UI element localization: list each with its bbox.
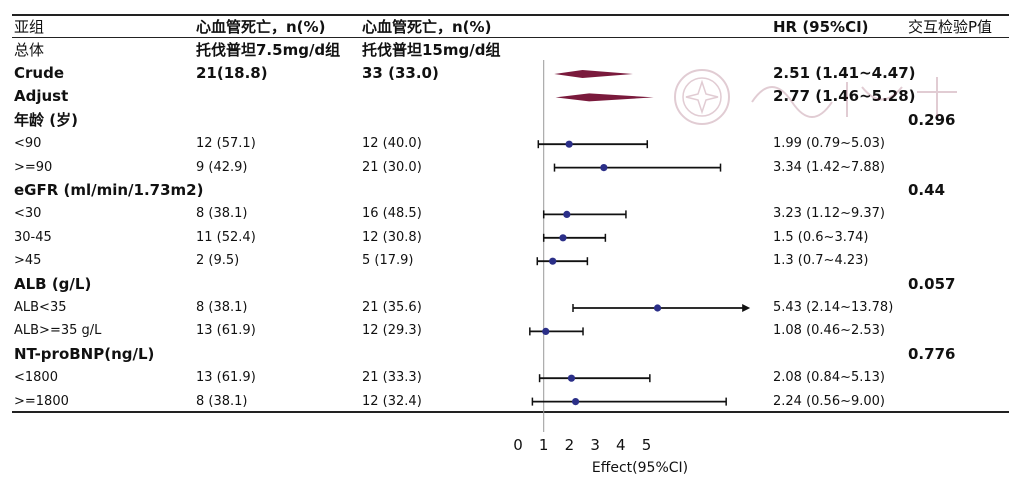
overall-arm2: 托伐普坦15mg/d组: [362, 41, 501, 59]
seal-watermark: [674, 69, 957, 125]
row-arm2-value: 21 (33.3): [362, 370, 422, 386]
row-label: Adjust: [14, 87, 69, 106]
point-estimate: [571, 398, 580, 406]
x-tick-label: 0: [513, 436, 523, 454]
row-arm1-value: 21(18.8): [196, 64, 268, 82]
row-arm2-value: 12 (30.8): [362, 229, 422, 245]
point-estimate: [549, 257, 557, 265]
point-estimate: [567, 374, 576, 382]
row-label: <1800: [14, 370, 58, 386]
point-estimate: [565, 140, 573, 148]
row-hr-text: 1.5 (0.6~3.74): [773, 229, 869, 245]
row-arm1-value: 13 (61.9): [196, 323, 256, 339]
row-arm2-value: 33 (33.0): [362, 64, 439, 82]
row-label: >=1800: [14, 393, 69, 409]
row-label: ALB>=35 g/L: [14, 323, 102, 339]
row-label: >45: [14, 253, 42, 269]
x-tick-label: 4: [616, 436, 626, 454]
ci-arrow: [742, 304, 751, 312]
row-label: <30: [14, 206, 42, 222]
row-arm2-value: 12 (40.0): [362, 136, 422, 152]
row-hr-text: 1.08 (0.46~2.53): [773, 323, 886, 339]
row-arm1-value: 13 (61.9): [196, 370, 256, 386]
row-hr-text: 2.08 (0.84~5.13): [773, 370, 886, 386]
row-arm2-value: 21 (30.0): [362, 159, 422, 175]
point-estimate: [542, 327, 550, 335]
row-hr-text: 2.24 (0.56~9.00): [773, 393, 886, 409]
row-hr-text: 1.3 (0.7~4.23): [773, 253, 869, 269]
header-p-value: 交互检验P值: [908, 18, 993, 36]
row-arm1-value: 2 (9.5): [196, 253, 240, 269]
point-estimate: [559, 234, 567, 242]
x-tick-label: 5: [642, 436, 652, 454]
row-arm1-value: 9 (42.9): [196, 159, 248, 175]
header-rule: [12, 37, 1009, 38]
row-hr-text: 2.51 (1.41~4.47): [773, 64, 916, 82]
row-label: eGFR (ml/min/1.73m2): [14, 181, 204, 199]
point-estimate: [653, 304, 662, 312]
row-p-value: 0.057: [908, 274, 956, 293]
x-axis-label: Effect(95%CI): [592, 460, 688, 476]
x-tick-label: 3: [590, 436, 600, 454]
point-estimate: [600, 164, 608, 172]
header-arm1-deaths: 心血管死亡，n(%): [196, 18, 326, 36]
top-rule: [12, 14, 1009, 16]
row-p-value: 0.776: [908, 344, 956, 363]
x-tick-label: 1: [539, 436, 549, 454]
estimate-diamond: [554, 70, 633, 78]
overall-arm1: 托伐普坦7.5mg/d组: [196, 41, 341, 59]
row-hr-text: 5.43 (2.14~13.78): [773, 300, 894, 315]
bottom-rule: [12, 411, 1009, 413]
row-label: <90: [14, 136, 42, 152]
row-label: Crude: [14, 64, 64, 82]
row-arm1-value: 8 (38.1): [196, 300, 248, 315]
row-hr-text: 1.99 (0.79~5.03): [773, 136, 886, 152]
header-hr: HR (95%CI): [773, 18, 869, 36]
row-label: 年龄 (岁): [14, 110, 78, 129]
row-p-value: 0.44: [908, 181, 946, 199]
x-tick-label: 2: [565, 436, 575, 454]
row-arm1-value: 8 (38.1): [196, 393, 248, 409]
row-arm2-value: 5 (17.9): [362, 253, 414, 269]
header-subgroup: 亚组: [14, 18, 45, 36]
row-label: >=90: [14, 159, 53, 175]
row-arm1-value: 8 (38.1): [196, 206, 248, 222]
row-hr-text: 2.77 (1.46~5.28): [773, 87, 916, 106]
row-hr-text: 3.23 (1.12~9.37): [773, 206, 886, 222]
row-label: 30-45: [14, 229, 52, 245]
row-arm2-value: 21 (35.6): [362, 300, 422, 315]
row-arm1-value: 12 (57.1): [196, 136, 256, 152]
estimate-diamond: [555, 93, 654, 102]
row-p-value: 0.296: [908, 110, 956, 129]
row-arm2-value: 12 (32.4): [362, 393, 422, 409]
point-estimate: [563, 210, 571, 218]
row-arm2-value: 16 (48.5): [362, 206, 422, 222]
header-arm2-deaths: 心血管死亡，n(%): [362, 18, 492, 36]
row-arm2-value: 12 (29.3): [362, 323, 422, 339]
overall-label: 总体: [14, 41, 45, 59]
row-label: ALB<35: [14, 300, 67, 315]
row-arm1-value: 11 (52.4): [196, 229, 256, 245]
row-hr-text: 3.34 (1.42~7.88): [773, 159, 886, 175]
row-label: ALB (g/L): [14, 274, 92, 293]
row-label: NT-proBNP(ng/L): [14, 344, 155, 363]
